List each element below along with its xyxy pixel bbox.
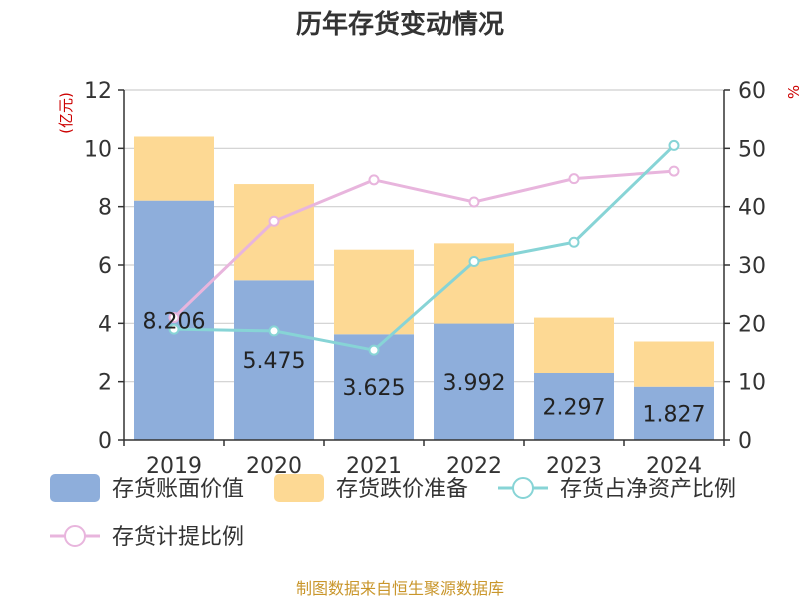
legend-book-value-label: 存货账面价值: [112, 477, 244, 502]
line-provision-ratio-point: [668, 165, 680, 177]
right-tick-label: 0: [738, 429, 752, 454]
bar-impairment-reserve: [334, 249, 414, 335]
x-tick-label: 2021: [346, 454, 402, 479]
line-share-of-net-assets: [173, 144, 676, 352]
legend-impairment-reserve-swatch: [274, 474, 324, 502]
line-share-of-net-assets-point: [168, 323, 180, 335]
left-tick-label: 2: [98, 371, 112, 396]
source-note: 制图数据来自恒生聚源数据库: [296, 579, 504, 598]
right-tick-label: 60: [738, 79, 766, 104]
left-tick-label: 6: [98, 254, 112, 279]
line-share-of-net-assets-point: [468, 256, 480, 267]
legend-impairment-reserve-label: 存货跌价准备: [336, 477, 468, 502]
x-tick-label: 2019: [146, 454, 202, 479]
line-series: [168, 139, 680, 356]
line-share-of-net-assets-point: [568, 236, 580, 248]
bar-impairment-reserve: [634, 341, 714, 387]
bar-value-label: 8.206: [143, 309, 206, 334]
right-tick-label: 50: [738, 137, 766, 162]
legend-book-value-swatch: [50, 474, 100, 502]
left-tick-label: 8: [98, 196, 112, 221]
bar-value-label: 1.827: [643, 402, 706, 427]
data-labels: 8.206 5.475 3.625 3.992 2.297 1.827: [143, 309, 706, 427]
line-share-of-net-assets-point: [368, 344, 380, 356]
bar-book-value: [534, 373, 614, 440]
legend-share-of-net-assets-label: 存货占净资产比例: [560, 477, 736, 502]
line-provision-ratio-point: [368, 174, 380, 186]
left-tick-label: 10: [84, 137, 112, 162]
bar-series: [134, 136, 714, 440]
bar-value-label: 2.297: [543, 396, 606, 421]
bar-value-label: 5.475: [243, 349, 306, 374]
right-tick-label: 40: [738, 196, 766, 221]
x-tick-label: 2022: [446, 454, 502, 479]
line-share-of-net-assets-point: [668, 139, 680, 151]
bar-impairment-reserve: [134, 136, 214, 201]
bar-value-label: 3.625: [343, 376, 406, 401]
line-provision-ratio-point: [568, 173, 580, 185]
bar-book-value: [434, 323, 514, 440]
bar-impairment-reserve: [234, 184, 314, 281]
bar-impairment-reserve: [534, 317, 614, 374]
left-tick-label: 12: [84, 79, 112, 104]
chart-title: 历年存货变动情况: [296, 9, 504, 40]
legend-provision-ratio-label: 存货计提比例: [112, 525, 244, 550]
right-tick-label: 20: [738, 312, 766, 337]
line-provision-ratio-point: [268, 215, 280, 227]
bar-book-value: [234, 280, 314, 440]
left-tick-label: 0: [98, 429, 112, 454]
right-tick-label: 30: [738, 254, 766, 279]
right-axis-unit: %: [785, 85, 800, 99]
bar-book-value: [634, 386, 714, 440]
gridlines: [124, 89, 724, 383]
line-share-of-net-assets-point: [268, 325, 280, 337]
legend-provision-ratio-marker: [64, 525, 86, 547]
right-tick-label: 10: [738, 371, 766, 396]
bar-value-label: 3.992: [443, 371, 506, 396]
left-axis-unit: (亿元): [57, 92, 75, 134]
legend-share-of-net-assets-marker: [512, 477, 534, 499]
line-provision-ratio-point: [468, 196, 480, 208]
line-provision-ratio: [172, 169, 675, 319]
x-tick-label: 2024: [646, 454, 702, 479]
x-tick-label: 2023: [546, 454, 602, 479]
left-tick-label: 4: [98, 312, 112, 337]
line-provision-ratio-point: [168, 312, 180, 323]
